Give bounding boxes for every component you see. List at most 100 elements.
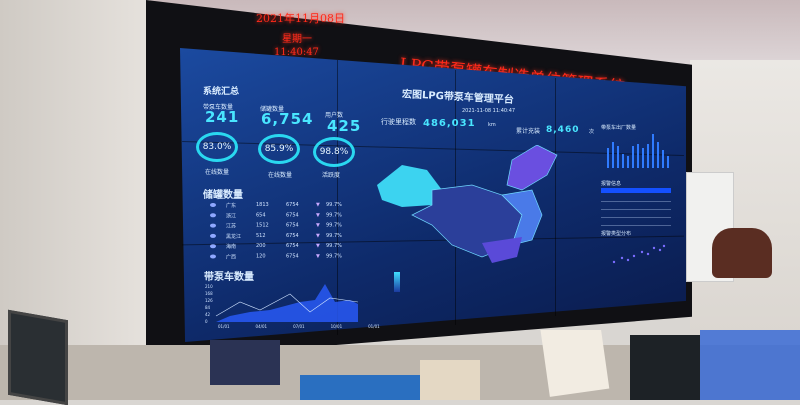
bar — [662, 150, 664, 168]
bullet-icon — [210, 233, 216, 238]
tanks-table: 广东 1813 6754 ▼ 99.7% 浙江 654 6754 ▼ 99.7% 江苏 1512 675… — [210, 200, 370, 260]
bar-chart-title: 带泵车出厂数量 — [601, 125, 637, 131]
alarm-table-title: 报警信息 — [601, 181, 622, 187]
scatter-point — [640, 250, 644, 254]
ring-label: 在线数量 — [205, 169, 230, 176]
bar — [652, 134, 654, 168]
tank-total: 6754 — [286, 222, 299, 229]
scatter-point — [632, 254, 636, 258]
tank-count: 120 — [256, 253, 266, 260]
fills-label: 累计充装 — [516, 128, 541, 135]
pump-area-chart — [215, 284, 359, 322]
down-arrow-icon: ▼ — [316, 212, 320, 219]
led-date: 2021年11月08日 — [256, 12, 345, 25]
tank-count: 1512 — [256, 222, 269, 229]
stat-value: 6,754 — [261, 110, 314, 128]
down-arrow-icon: ▼ — [316, 232, 320, 239]
stat-value: 241 — [205, 108, 240, 126]
bar — [647, 144, 649, 168]
tank-region: 广西 — [226, 254, 237, 260]
china-map — [377, 145, 558, 263]
factory-bar-chart — [607, 134, 669, 168]
led-time: 11:40:47 — [274, 47, 319, 58]
ring-gauge: 98.8% — [313, 137, 355, 167]
tank-region: 海南 — [226, 243, 237, 250]
down-arrow-icon: ▼ — [316, 253, 320, 260]
bar — [667, 156, 669, 168]
ring-gauge: 85.9% — [258, 134, 300, 164]
scatter-point — [626, 258, 630, 262]
map-xinjiang — [377, 165, 442, 207]
fills-unit: 次 — [589, 129, 595, 135]
alarm-scatter-chart — [612, 244, 666, 264]
scatter-point — [652, 246, 656, 250]
stat-label: 用户数 — [325, 112, 344, 119]
tank-total: 6754 — [286, 232, 299, 239]
map-east — [501, 189, 543, 246]
led-weekday: 星期一 — [282, 34, 312, 45]
tank-pct: 99.7% — [326, 243, 342, 250]
x-tick: 01/01 — [368, 324, 380, 329]
tank-count: 654 — [256, 212, 266, 219]
x-tick: 07/01 — [293, 324, 305, 329]
tank-row: 广西 120 6754 ▼ 99.7% — [210, 252, 370, 262]
scatter-point — [612, 260, 616, 264]
area-series — [216, 284, 358, 322]
pump-chart-heading: 带泵车数量 — [204, 272, 254, 283]
bar — [637, 144, 639, 168]
tank-row: 江苏 1512 6754 ▼ 99.7% — [210, 221, 370, 231]
down-arrow-icon: ▼ — [316, 222, 320, 229]
tank-total: 6754 — [286, 202, 299, 208]
scatter-point — [646, 252, 650, 256]
y-axis: 210 168 126 84 42 0 — [205, 283, 213, 325]
tank-pct: 99.7% — [326, 202, 342, 208]
tank-row: 黑龙江 512 6754 ▼ 99.7% — [210, 231, 370, 241]
ring-label: 在线数量 — [268, 172, 293, 179]
fills-value: 8,460 — [546, 125, 580, 135]
scatter-point — [620, 256, 624, 260]
mileage-unit: km — [488, 122, 496, 128]
y-tick: 0 — [205, 319, 208, 324]
tank-pct: 99.7% — [326, 212, 342, 219]
x-axis: 01/01 04/01 07/01 10/01 01/01 — [218, 324, 380, 329]
map-central — [411, 184, 523, 258]
bullet-icon — [210, 223, 216, 228]
scatter-title: 报警类型分布 — [601, 231, 632, 237]
bezel — [555, 78, 556, 316]
ring-label: 活跃度 — [322, 172, 341, 179]
bar — [607, 148, 609, 168]
tank-count: 512 — [256, 232, 266, 239]
bar — [632, 146, 634, 168]
bar — [642, 148, 644, 168]
tank-region: 广东 — [226, 202, 237, 209]
tank-row: 海南 200 6754 ▼ 99.7% — [210, 241, 370, 251]
tank-region: 浙江 — [226, 212, 237, 219]
alarm-table-rows — [601, 196, 671, 226]
bar — [627, 156, 629, 168]
tank-total: 6754 — [286, 253, 299, 260]
bar — [622, 154, 624, 168]
y-tick: 84 — [205, 305, 211, 310]
mileage-label: 行驶里程数 — [381, 118, 416, 126]
bar — [617, 146, 619, 168]
down-arrow-icon: ▼ — [316, 243, 320, 250]
x-tick: 01/01 — [218, 324, 230, 329]
bar — [657, 142, 659, 168]
stat-label: 储罐数量 — [260, 106, 285, 113]
tank-pct: 99.7% — [326, 232, 342, 239]
line-series — [215, 293, 359, 317]
y-tick: 126 — [205, 298, 213, 303]
ring-gauge: 83.0% — [196, 132, 238, 162]
y-tick: 168 — [205, 291, 213, 296]
scatter-point — [658, 248, 662, 252]
mileage-value: 486,031 — [423, 118, 476, 129]
map-south — [482, 237, 522, 263]
x-tick: 04/01 — [255, 324, 268, 329]
tank-region: 黑龙江 — [226, 233, 242, 240]
tank-count: 200 — [256, 243, 266, 250]
desk-clutter — [0, 330, 800, 400]
stat-label: 带泵车数量 — [203, 104, 234, 111]
summary-heading: 系统汇总 — [203, 87, 240, 97]
y-tick: 210 — [205, 284, 213, 289]
down-arrow-icon: ▼ — [316, 202, 320, 208]
